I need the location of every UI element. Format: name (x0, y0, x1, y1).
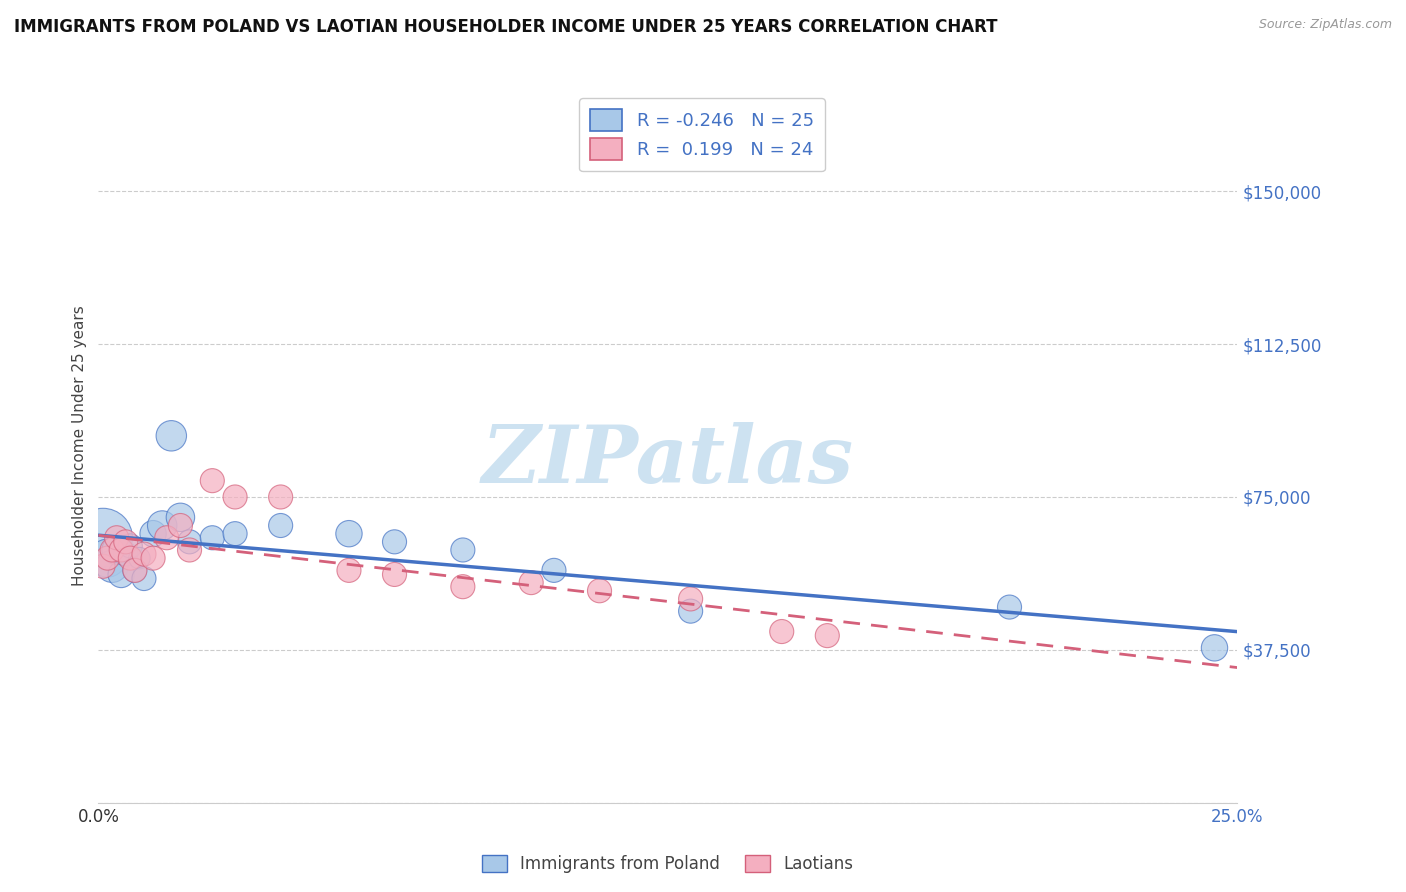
Point (169, 510, 191, 524)
Point (270, 518, 292, 533)
Point (588, 583, 610, 598)
Point (998, 600, 1021, 615)
Point (114, 547, 136, 561)
Point (96, 551, 118, 566)
Point (451, 543, 474, 558)
Point (337, 526, 360, 541)
Text: ZIPatlas: ZIPatlas (482, 422, 853, 499)
Point (543, 563, 565, 577)
Point (179, 543, 201, 558)
Point (679, 591, 702, 606)
Point (179, 534, 201, 549)
Point (101, 559, 124, 574)
Point (120, 539, 142, 553)
Text: Source: ZipAtlas.com: Source: ZipAtlas.com (1258, 18, 1392, 31)
Point (169, 518, 191, 533)
Point (142, 526, 165, 541)
Point (679, 604, 702, 618)
Point (270, 490, 292, 504)
Point (132, 547, 155, 561)
Point (770, 624, 793, 639)
Point (201, 474, 224, 488)
Point (110, 567, 132, 582)
Point (156, 531, 179, 545)
Point (128, 551, 150, 566)
Point (114, 534, 136, 549)
Point (142, 551, 165, 566)
Point (337, 563, 360, 577)
Point (91, 559, 114, 574)
Point (91, 531, 114, 545)
Point (224, 526, 246, 541)
Point (451, 580, 474, 594)
Point (224, 490, 246, 504)
Point (1204, 640, 1226, 655)
Point (520, 575, 543, 590)
Point (384, 567, 406, 582)
Point (384, 534, 406, 549)
Point (150, 518, 173, 533)
Point (201, 531, 224, 545)
Point (124, 563, 146, 577)
Point (815, 629, 838, 643)
Y-axis label: Householder Income Under 25 years: Householder Income Under 25 years (72, 306, 87, 586)
Text: IMMIGRANTS FROM POLAND VS LAOTIAN HOUSEHOLDER INCOME UNDER 25 YEARS CORRELATION : IMMIGRANTS FROM POLAND VS LAOTIAN HOUSEH… (14, 18, 998, 36)
Point (132, 572, 155, 586)
Point (96, 551, 118, 566)
Legend: Immigrants from Poland, Laotians: Immigrants from Poland, Laotians (475, 848, 860, 880)
Point (120, 551, 142, 566)
Point (124, 563, 146, 577)
Point (101, 543, 124, 558)
Point (105, 531, 128, 545)
Point (105, 543, 128, 558)
Point (160, 429, 183, 443)
Point (110, 543, 132, 558)
